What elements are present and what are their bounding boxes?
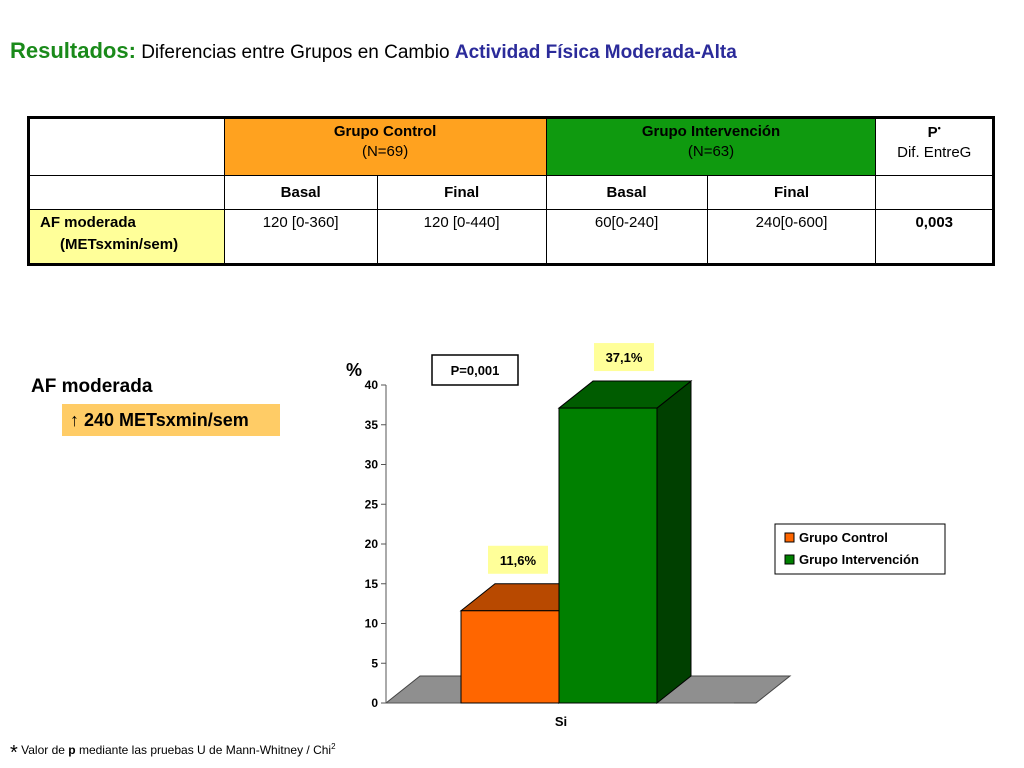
legend-label: Grupo Intervención (799, 552, 919, 567)
row-label-2: (METsxmin/sem) (60, 236, 179, 253)
legend-box (774, 523, 946, 575)
y-axis-label: % (346, 360, 362, 380)
table-header-row: Grupo Control (N=69) Grupo Intervención … (28, 117, 994, 176)
footnote-sup: 2 (331, 742, 336, 751)
y-tick-label: 25 (365, 497, 379, 511)
cell-control-basal: 120 [0-360] (223, 209, 378, 265)
group-control-n: (N=69) (361, 143, 409, 160)
legend-swatch (784, 532, 795, 543)
af-moderada-title: AF moderada (31, 376, 153, 397)
subheader-intervention-basal: Basal (545, 175, 708, 210)
y-tick-label: 5 (371, 656, 378, 670)
data-label: 37,1% (606, 350, 643, 365)
results-table: Grupo Control (N=69) Grupo Intervención … (27, 116, 995, 266)
y-tick-label: 30 (365, 458, 379, 472)
table-subheader-row: Basal Final Basal Final (28, 175, 994, 210)
subheader-control-final: Final (376, 175, 547, 210)
subheader-p-empty (875, 175, 994, 210)
y-tick-label: 35 (365, 418, 379, 432)
row-label: AF moderada (METsxmin/sem) (28, 209, 225, 265)
p-header-label: P (927, 124, 938, 141)
p-header-sub: Dif. EntreG (897, 144, 972, 161)
title-prefix: Resultados: (10, 38, 136, 63)
p-annotation: P=0,001 (451, 363, 500, 378)
page-title: Resultados: Diferencias entre Grupos en … (10, 38, 737, 64)
row-label-1: AF moderada (40, 214, 136, 231)
p-header-mark: • (937, 123, 941, 133)
x-tick-label: Si (555, 714, 567, 729)
footnote-text-1: Valor de (17, 743, 69, 757)
cell-control-final: 120 [0-440] (376, 209, 547, 265)
p-header: P• Dif. EntreG (875, 117, 994, 176)
y-tick-label: 0 (371, 696, 378, 710)
bar (558, 407, 658, 704)
bar-chart: 0 5 10 15 20 25 30 35 40% Si 11,6% 37,1% P=0,001 Grup… (346, 343, 946, 729)
footnote-p: p (68, 743, 76, 757)
y-tick-label: 15 (365, 577, 379, 591)
y-tick-label: 20 (365, 537, 379, 551)
title-highlight: Actividad Física Moderada-Alta (454, 42, 737, 63)
group-intervention-header: Grupo Intervención (N=63) (545, 117, 877, 176)
y-tick-label: 40 (365, 378, 379, 392)
legend-label: Grupo Control (799, 530, 888, 545)
group-intervention-n: (N=63) (687, 143, 735, 160)
title-middle: Diferencias entre Grupos en Cambio (141, 42, 450, 63)
data-label: 11,6% (500, 553, 537, 568)
cell-p-value: 0,003 (875, 209, 994, 265)
legend-swatch (784, 554, 795, 565)
bar (460, 610, 560, 704)
subheader-empty (28, 175, 225, 210)
cell-intervention-final: 240[0-600] (706, 209, 877, 265)
group-control-header: Grupo Control (N=69) (223, 117, 547, 176)
subheader-intervention-final: Final (706, 175, 877, 210)
y-tick-label: 10 (365, 617, 379, 631)
af-moderada-box: ↑ 240 METsxmin/sem (62, 404, 280, 436)
subheader-control-basal: Basal (223, 175, 378, 210)
footnote-star: * (10, 742, 18, 764)
cell-intervention-basal: 60[0-240] (545, 209, 708, 265)
table-corner-cell (28, 117, 225, 176)
bar-side (656, 380, 692, 705)
group-intervention-name: Grupo Intervención (641, 123, 781, 140)
data-label-bg (594, 343, 654, 372)
table-row: AF moderada (METsxmin/sem) 120 [0-360] 1… (28, 209, 994, 265)
footnote: * Valor de p mediante las pruebas U de M… (10, 742, 336, 765)
data-label-bg (488, 545, 548, 574)
group-control-name: Grupo Control (333, 123, 437, 140)
footnote-text-2: mediante las pruebas U de Mann-Whitney /… (75, 743, 332, 757)
p-annotation-box (431, 354, 519, 386)
